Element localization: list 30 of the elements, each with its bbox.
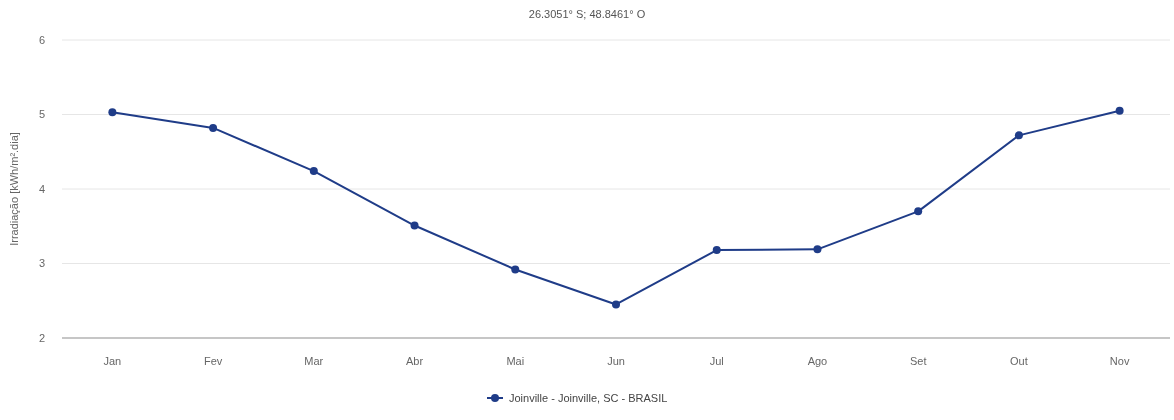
point — [511, 265, 520, 274]
y-tick-label: 4 — [38, 182, 46, 195]
x-tick-label: Ago — [807, 355, 828, 367]
x-tick-label: Out — [1010, 355, 1028, 367]
x-tick-label: Mar — [304, 355, 324, 367]
y-tick-label: 6 — [38, 33, 46, 46]
point — [813, 245, 822, 254]
point — [209, 123, 218, 132]
x-tick-label: Jun — [607, 355, 625, 367]
chart-title: 26.3051° S; 48.8461° O — [528, 8, 646, 20]
x-tick-label: Jul — [709, 355, 724, 367]
y-axis-title: Irradiação [kWh/m².dia] — [8, 132, 20, 246]
x-tick-label: Jan — [103, 355, 122, 367]
x-tick-label: Mai — [506, 355, 525, 367]
y-tick-label: 5 — [38, 108, 46, 121]
point — [914, 207, 923, 216]
x-tick-label: Nov — [1109, 355, 1130, 367]
legend-label: Joinville - Joinville, SC - BRASIL — [509, 391, 668, 404]
point — [410, 221, 419, 230]
point — [712, 246, 721, 255]
x-tick-label: Set — [909, 355, 927, 367]
y-tick-label: 3 — [38, 257, 46, 270]
point — [612, 300, 620, 309]
x-tick-label: Abr — [405, 355, 424, 367]
point — [1115, 106, 1124, 115]
point — [1014, 131, 1023, 140]
point — [108, 108, 117, 117]
x-tick-label: Fev — [203, 355, 223, 367]
point — [309, 167, 318, 176]
y-tick-label: 2 — [38, 331, 46, 344]
